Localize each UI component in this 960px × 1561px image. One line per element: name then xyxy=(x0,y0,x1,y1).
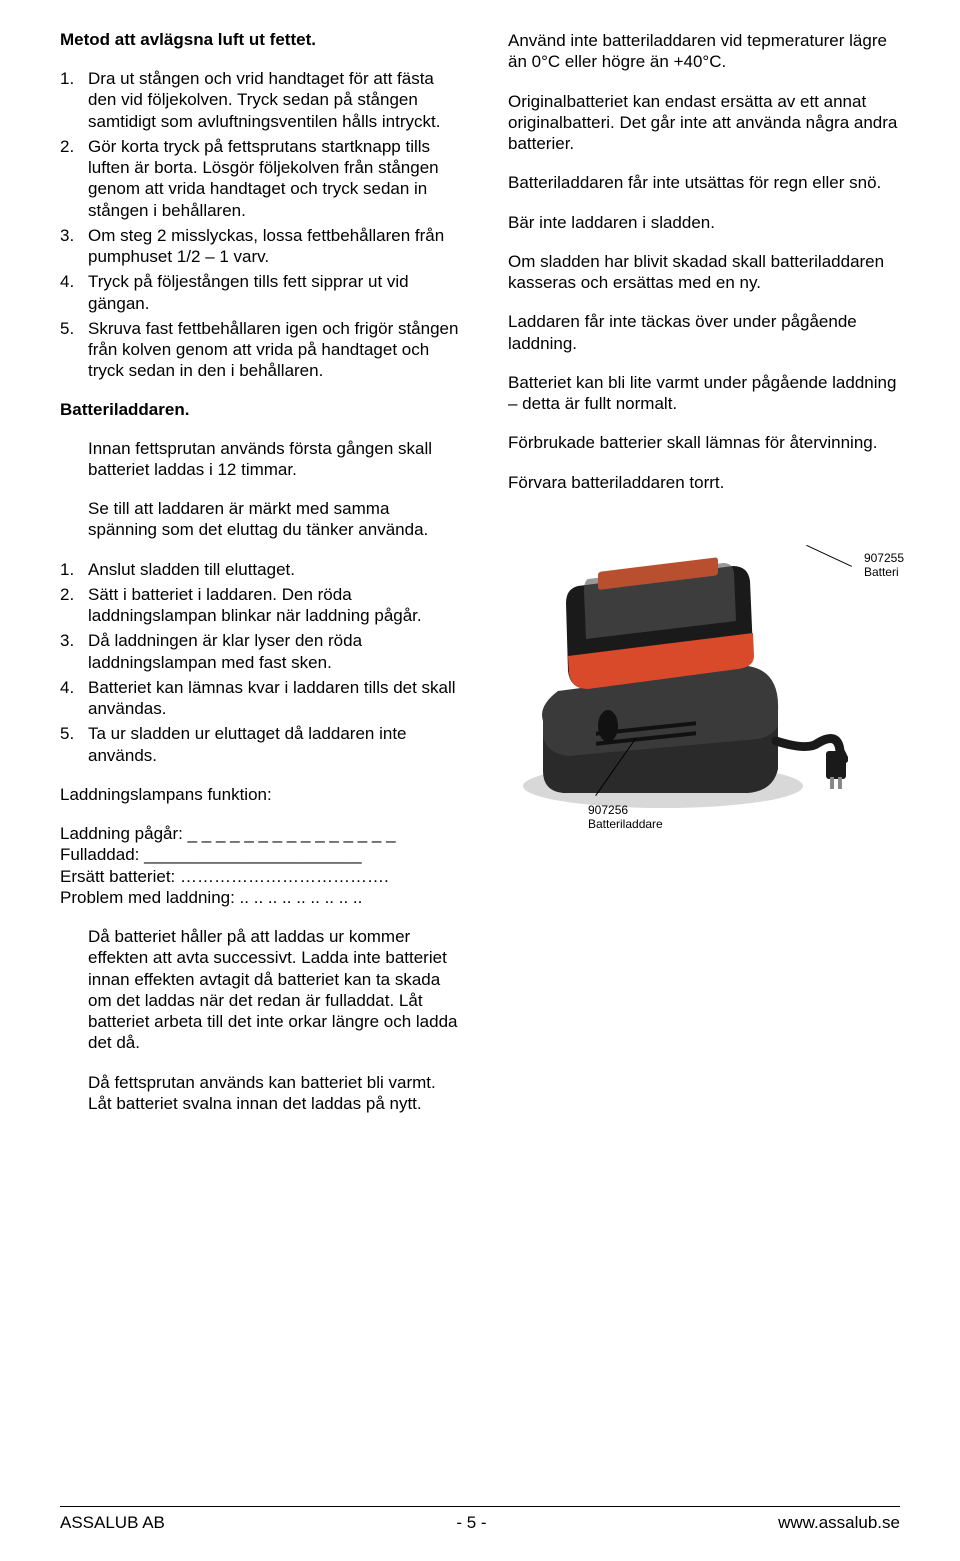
func-row-full: Fulladdad: _______________________ xyxy=(60,844,460,865)
list-item: 1.Anslut sladden till eluttaget. xyxy=(60,559,460,580)
charger-list: 1.Anslut sladden till eluttaget. 2.Sätt … xyxy=(60,559,460,766)
method-list: 1.Dra ut stången och vrid handtaget för … xyxy=(60,68,460,382)
list-text: Gör korta tryck på fettsprutans startkna… xyxy=(88,137,439,220)
para-recycle: Förbrukade batterier skall lämnas för åt… xyxy=(508,432,900,453)
para-original: Originalbatteriet kan endast ersätta av … xyxy=(508,91,900,155)
func-row-problem: Problem med laddning: .. .. .. .. .. .. … xyxy=(60,887,460,908)
label-charger-code: 907256 xyxy=(588,803,663,817)
label-battery-text: Batteri xyxy=(864,565,904,579)
para-warm: Då fettsprutan används kan batteriet bli… xyxy=(60,1072,460,1115)
list-item: 2.Gör korta tryck på fettsprutans startk… xyxy=(60,136,460,221)
heading-method: Metod att avlägsna luft ut fettet. xyxy=(60,30,460,50)
para-first-use: Innan fettsprutan används första gången … xyxy=(60,438,460,481)
list-text: Skruva fast fettbehållaren igen och frig… xyxy=(88,319,458,381)
para-cable: Bär inte laddaren i sladden. xyxy=(508,212,900,233)
list-text: Om steg 2 misslyckas, lossa fettbehållar… xyxy=(88,226,444,266)
func-row-charging: Laddning pågår: _ _ _ _ _ _ _ _ _ _ _ _ … xyxy=(60,823,460,844)
list-text: Ta ur sladden ur eluttaget då laddaren i… xyxy=(88,724,407,764)
list-item: 4.Batteriet kan lämnas kvar i laddaren t… xyxy=(60,677,460,720)
func-row-replace: Ersätt batteriet: ………………………………. xyxy=(60,866,460,887)
para-rain: Batteriladdaren får inte utsättas för re… xyxy=(508,172,900,193)
list-text: Tryck på följestången tills fett sipprar… xyxy=(88,272,409,312)
list-text: Batteriet kan lämnas kvar i laddaren til… xyxy=(88,678,456,718)
list-item: 4.Tryck på följestången tills fett sippr… xyxy=(60,271,460,314)
para-temp: Använd inte batteriladdaren vid tepmerat… xyxy=(508,30,900,73)
left-column: Metod att avlägsna luft ut fettet. 1.Dra… xyxy=(60,30,460,1132)
label-battery: 907255 Batteri xyxy=(864,551,904,580)
charger-image xyxy=(508,511,848,821)
footer-page-number: - 5 - xyxy=(456,1513,486,1533)
footer-url: www.assalub.se xyxy=(778,1513,900,1533)
list-text: Sätt i batteriet i laddaren. Den röda la… xyxy=(88,585,422,625)
label-charger-text: Batteriladdare xyxy=(588,817,663,831)
list-item: 3.Då laddningen är klar lyser den röda l… xyxy=(60,630,460,673)
para-check-voltage: Se till att laddaren är märkt med samma … xyxy=(60,498,460,541)
para-damaged: Om sladden har blivit skadad skall batte… xyxy=(508,251,900,294)
list-item: 2.Sätt i batteriet i laddaren. Den röda … xyxy=(60,584,460,627)
right-column: Använd inte batteriladdaren vid tepmerat… xyxy=(508,30,900,1132)
para-discharge: Då batteriet håller på att laddas ur kom… xyxy=(60,926,460,1054)
list-item: 5.Ta ur sladden ur eluttaget då laddaren… xyxy=(60,723,460,766)
footer-company: ASSALUB AB xyxy=(60,1513,165,1533)
list-item: 3.Om steg 2 misslyckas, lossa fettbehåll… xyxy=(60,225,460,268)
charger-image-wrap: 907255 Batteri 907256 Batteriladdare xyxy=(508,511,900,826)
label-charger: 907256 Batteriladdare xyxy=(588,803,663,832)
page-footer: ASSALUB AB - 5 - www.assalub.se xyxy=(60,1506,900,1533)
list-item: 5.Skruva fast fettbehållaren igen och fr… xyxy=(60,318,460,382)
list-text: Dra ut stången och vrid handtaget för at… xyxy=(88,69,440,131)
label-battery-code: 907255 xyxy=(864,551,904,565)
list-item: 1.Dra ut stången och vrid handtaget för … xyxy=(60,68,460,132)
heading-charger: Batteriladdaren. xyxy=(60,400,460,420)
para-dry: Förvara batteriladdaren torrt. xyxy=(508,472,900,493)
para-cover: Laddaren får inte täckas över under pågå… xyxy=(508,311,900,354)
lamp-function-title: Laddningslampans funktion: xyxy=(60,784,460,805)
para-warm2: Batteriet kan bli lite varmt under pågåe… xyxy=(508,372,900,415)
list-text: Då laddningen är klar lyser den röda lad… xyxy=(88,631,362,671)
list-text: Anslut sladden till eluttaget. xyxy=(88,560,295,579)
